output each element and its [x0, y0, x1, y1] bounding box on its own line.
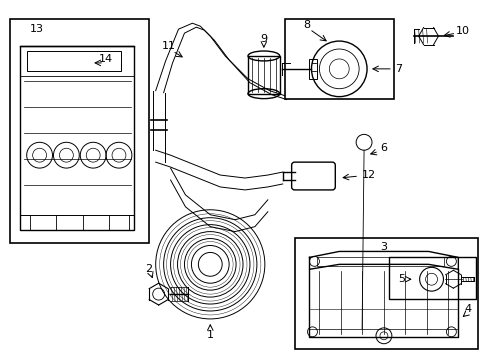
Text: 8: 8	[303, 20, 310, 30]
Bar	[294, 238, 478, 349]
Bar	[20, 46, 134, 230]
Text: 2: 2	[145, 264, 152, 274]
Text: 12: 12	[362, 170, 376, 180]
Text: 10: 10	[456, 26, 470, 36]
Text: 7: 7	[395, 64, 402, 74]
Bar	[10, 19, 149, 243]
Text: 14: 14	[99, 54, 113, 64]
Bar	[285, 19, 394, 99]
Text: 6: 6	[380, 143, 388, 153]
Bar	[389, 257, 476, 299]
Text: 11: 11	[162, 41, 175, 51]
Bar	[248, 56, 280, 94]
Text: 9: 9	[260, 34, 268, 44]
Text: 4: 4	[465, 304, 472, 314]
Text: 13: 13	[29, 24, 44, 34]
Bar	[310, 59, 318, 79]
Text: 5: 5	[398, 274, 405, 284]
Bar	[26, 51, 121, 71]
Bar	[318, 257, 444, 266]
Text: 1: 1	[207, 330, 214, 340]
Text: 3: 3	[380, 243, 388, 252]
